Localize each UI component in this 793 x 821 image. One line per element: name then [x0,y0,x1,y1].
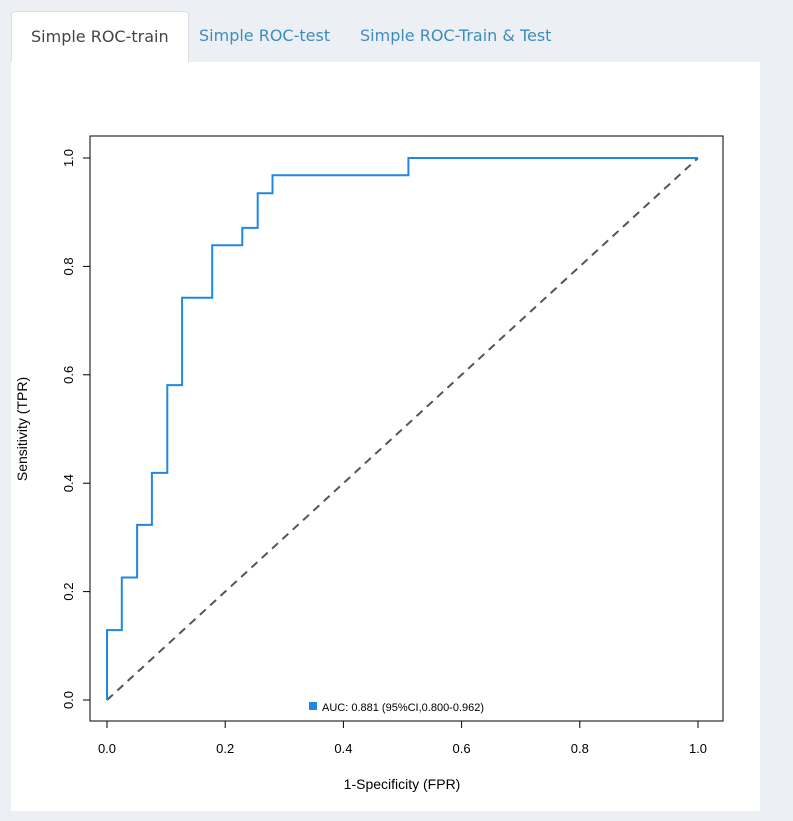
tab-bar: Simple ROC-train Simple ROC-test Simple … [0,0,793,63]
y-axis: 0.0 0.2 0.4 0.6 0.8 1.0 [61,149,91,709]
tab-simple-roc-train[interactable]: Simple ROC-train [11,11,189,63]
x-tick-label: 0.0 [98,741,116,756]
x-axis: 0.0 0.2 0.4 0.6 0.8 1.0 [98,720,707,756]
roc-chart: 0.0 0.2 0.4 0.6 0.8 1.0 0.0 0.2 0.4 0.6 0.8 1.0 AU… [14,135,724,792]
tab-simple-roc-test[interactable]: Simple ROC-test [199,26,331,45]
reference-diagonal-line [106,157,699,701]
tab-simple-roc-train-test[interactable]: Simple ROC-Train & Test [360,26,552,45]
x-tick-label: 0.4 [334,741,352,756]
y-tick-label: 0.6 [61,366,76,384]
roc-curve-line [106,157,698,700]
x-tick-label: 0.6 [453,741,471,756]
y-tick-label: 0.0 [61,691,76,709]
plot-panel: 0.0 0.2 0.4 0.6 0.8 1.0 0.0 0.2 0.4 0.6 0.8 1.0 AU… [11,62,760,811]
x-tick-label: 0.2 [216,741,234,756]
legend-label: AUC: 0.881 (95%CI,0.800-0.962) [322,702,484,714]
x-tick-label: 1.0 [689,741,707,756]
x-axis-title: 1-Specificity (FPR) [344,776,461,792]
legend-swatch [309,702,317,710]
y-tick-label: 0.4 [61,474,76,492]
y-tick-label: 0.8 [61,257,76,275]
x-tick-label: 0.8 [571,741,589,756]
plot-frame [89,135,724,722]
y-tick-label: 1.0 [61,149,76,167]
y-axis-title: Sensitivity (TPR) [14,377,30,481]
y-tick-label: 0.2 [61,583,76,601]
